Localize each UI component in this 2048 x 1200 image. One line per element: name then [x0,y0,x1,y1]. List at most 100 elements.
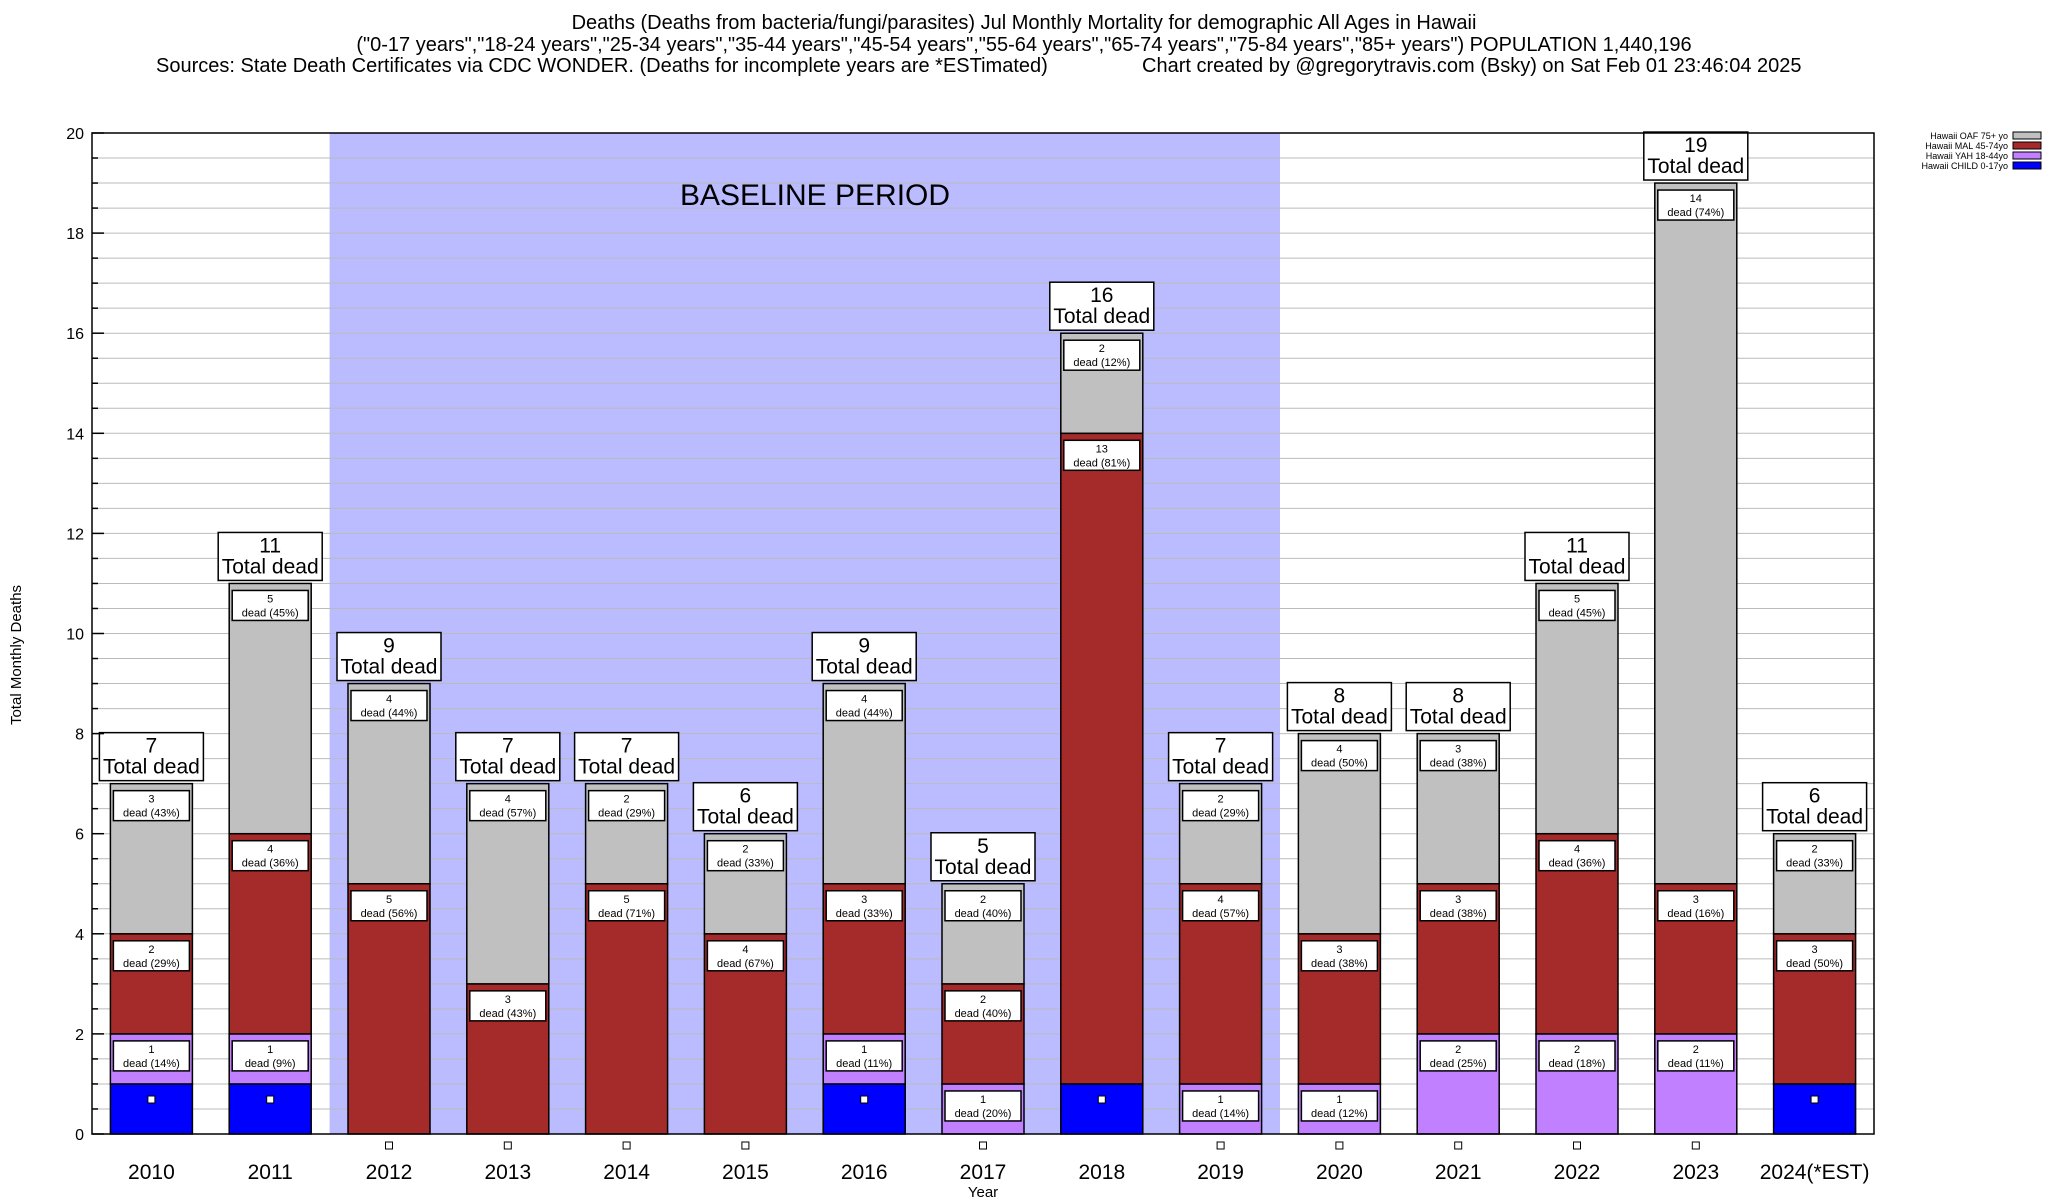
bar-segment [1654,182,1738,885]
total-count-label: 5 [977,835,989,858]
segment-percent-label: dead (50%) [1311,758,1368,770]
segment-count-label: 1 [980,1094,986,1106]
total-dead-label: Total dead [341,656,438,679]
segment-percent-label: dead (45%) [1549,607,1606,619]
total-label-box [1167,731,1274,782]
segment-label-box [231,1040,309,1072]
x-tick-label: 2013 [484,1161,531,1184]
segment-count-label: 3 [1693,894,1699,906]
segment-label-box [1775,839,1854,872]
total-dead-label: Total dead [1766,806,1863,829]
total-count-label: 16 [1090,284,1113,307]
bar-segment [1772,1083,1857,1135]
bar-marker [266,1095,275,1104]
segment-percent-label: dead (36%) [242,858,299,870]
chart-title: Deaths (Deaths from bacteria/fungi/paras… [571,12,1477,34]
bar-marker [1573,1141,1581,1150]
segment-count-label: 1 [861,1044,867,1056]
total-label-box [455,731,561,782]
segment-count-label: 1 [148,1044,154,1056]
total-label-box [1405,681,1511,732]
total-count-label: 9 [383,635,395,658]
total-dead-label: Total dead [222,555,319,578]
y-tick-label: 10 [66,627,84,644]
segment-count-label: 4 [742,944,748,956]
bar-segment [822,1083,906,1135]
y-tick-label: 16 [66,326,84,343]
segment-count-label: 2 [980,994,986,1006]
x-tick-label: 2011 [248,1161,293,1184]
legend-label: Hawaii CHILD 0-17yo [1921,161,2008,171]
bar-segment [228,1083,312,1135]
segment-label-box [350,689,428,722]
segment-label-box [1657,1040,1735,1072]
total-count-label: 6 [1809,785,1821,808]
bar-marker [1691,1141,1700,1150]
segment-percent-label: dead (29%) [123,958,180,970]
source-note: Sources: State Death Certificates via CD… [156,55,1048,77]
segment-label-box [1419,739,1497,772]
segment-label-box [231,839,309,872]
segment-count-label: 5 [386,894,392,906]
segment-count-label: 4 [386,694,392,706]
total-dead-label: Total dead [459,756,556,779]
bar-marker [979,1141,987,1150]
segment-percent-label: dead (40%) [955,908,1012,920]
segment-percent-label: dead (14%) [123,1058,180,1070]
segment-percent-label: dead (50%) [1786,958,1843,970]
total-count-label: 8 [1452,685,1464,708]
y-tick-label: 6 [75,827,84,844]
x-tick-label: 2017 [960,1161,1007,1184]
bar-marker [1810,1095,1819,1104]
x-tick-label: 2016 [841,1161,888,1184]
segment-percent-label: dead (33%) [717,858,774,870]
segment-count-label: 4 [1218,894,1224,906]
total-label-box [930,832,1036,882]
total-label-box [692,781,799,832]
segment-count-label: 2 [980,894,986,906]
segment-label-box [1063,339,1141,371]
segment-percent-label: dead (71%) [598,908,655,920]
segment-count-label: 5 [624,894,630,906]
total-count-label: 11 [1566,534,1588,557]
total-label-box [573,731,680,782]
segment-percent-label: dead (38%) [1430,908,1487,920]
segment-label-box [1181,789,1260,822]
segment-label-box [1538,1040,1616,1072]
total-label-box [336,631,442,682]
segment-label-box [706,940,785,972]
segment-count-label: 5 [1574,593,1580,605]
segment-label-box [1419,1040,1497,1072]
total-label-box [217,531,323,582]
segment-percent-label: dead (12%) [1073,357,1130,369]
x-tick-label: 2010 [128,1161,175,1184]
y-tick-label: 2 [75,1027,84,1044]
y-axis-title: Total Monthly Deaths [8,585,25,725]
legend-swatch [2012,151,2042,160]
segment-label-box [1063,439,1141,472]
segment-percent-label: dead (14%) [1192,1108,1249,1120]
segment-label-box [825,890,903,922]
segment-percent-label: dead (74%) [1667,207,1724,219]
segment-percent-label: dead (56%) [361,908,418,920]
total-count-label: 8 [1334,685,1346,708]
bar-marker [741,1141,750,1150]
segment-label-box [944,990,1022,1022]
segment-count-label: 1 [1336,1094,1342,1106]
total-dead-label: Total dead [1291,706,1388,729]
axes-layer: 2010 2011 2012 2013 2014 2015 2016 2017 2018 2019… [66,126,1875,1184]
x-tick-label: 2015 [722,1161,769,1184]
segment-percent-label: dead (67%) [717,958,774,970]
segment-label-box [1538,589,1616,622]
segment-percent-label: dead (29%) [1192,808,1249,820]
bar-segment [1060,1083,1144,1135]
total-dead-label: Total dead [1053,305,1150,328]
segment-percent-label: dead (40%) [955,1008,1012,1020]
total-dead-label: Total dead [935,856,1032,879]
segment-count-label: 2 [1812,844,1818,856]
segment-label-box [1657,890,1735,922]
bar-marker [147,1095,156,1104]
segment-count-label: 4 [861,694,867,706]
segment-count-label: 14 [1690,193,1702,205]
